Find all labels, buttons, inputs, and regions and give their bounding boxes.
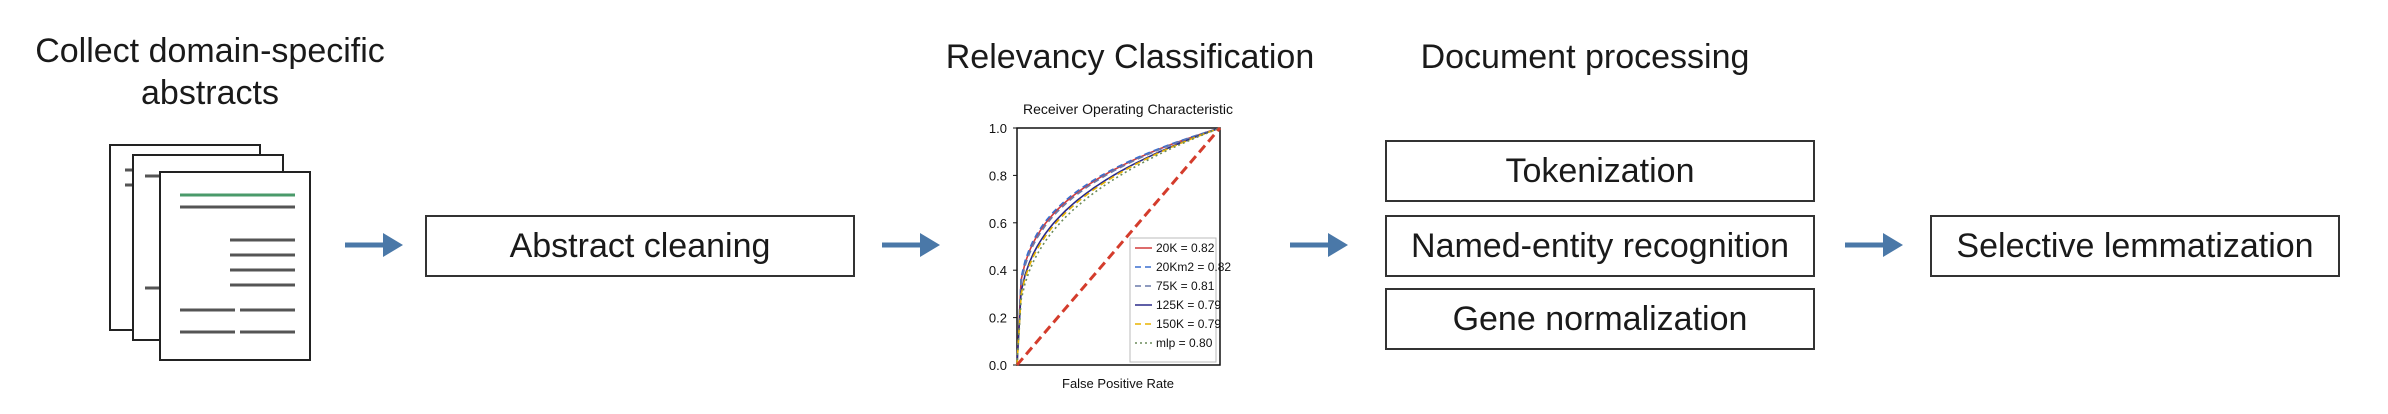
legend-entry: 125K = 0.79 xyxy=(1156,298,1221,312)
legend-box xyxy=(1129,237,1217,363)
chart-title: Receiver Operating Characteristic xyxy=(1023,101,1233,117)
legend-entry: 20Km2 = 0.82 xyxy=(1156,260,1231,274)
roc-curve xyxy=(1016,127,1221,366)
selective-lemmatization-label: Selective lemmatization xyxy=(1956,226,2314,265)
abstract-cleaning-label: Abstract cleaning xyxy=(509,226,771,265)
y-tick-label: 0.0 xyxy=(989,358,1007,373)
tokenization-box: Tokenization xyxy=(1385,140,1815,202)
collect-title: Collect domain-specific abstracts xyxy=(10,30,410,114)
legend-entry: 20K = 0.82 xyxy=(1156,241,1215,255)
legend-entry: 75K = 0.81 xyxy=(1156,279,1215,293)
processing-title: Document processing xyxy=(1420,38,1750,76)
y-tick-label: 0.2 xyxy=(989,311,1007,326)
document-stack-icon xyxy=(109,144,311,361)
roc-curve xyxy=(1016,127,1221,366)
arrow-right-icon xyxy=(345,233,403,257)
gene-normalization-label: Gene normalization xyxy=(1452,299,1748,338)
tokenization-label: Tokenization xyxy=(1505,151,1695,190)
roc-chart: Receiver Operating Characteristic 0.0 0.2… xyxy=(989,101,1233,391)
gene-normalization-box: Gene normalization xyxy=(1385,288,1815,350)
ner-box: Named-entity recognition xyxy=(1385,215,1815,277)
y-tick-label: 1.0 xyxy=(989,121,1007,136)
x-axis-label: False Positive Rate xyxy=(1062,376,1174,391)
collect-title-line2: abstracts xyxy=(141,74,279,112)
legend-entry: 150K = 0.79 xyxy=(1156,317,1221,331)
abstract-cleaning-box: Abstract cleaning xyxy=(425,215,855,277)
y-tick-label: 0.8 xyxy=(989,168,1007,183)
y-tick-label: 0.6 xyxy=(989,216,1007,231)
chance-diagonal-line xyxy=(1015,127,1222,366)
arrow-right-icon xyxy=(882,233,940,257)
legend-entry: mlp = 0.80 xyxy=(1156,336,1213,350)
selective-lemmatization-box: Selective lemmatization xyxy=(1930,215,2340,277)
y-tick-label: 0.4 xyxy=(989,263,1007,278)
ner-label: Named-entity recognition xyxy=(1411,226,1789,265)
collect-title-line1: Collect domain-specific xyxy=(35,32,385,70)
arrow-right-icon xyxy=(1845,233,1903,257)
roc-curve xyxy=(1016,127,1221,366)
arrow-right-icon xyxy=(1290,233,1348,257)
relevancy-title: Relevancy Classification xyxy=(945,38,1315,76)
